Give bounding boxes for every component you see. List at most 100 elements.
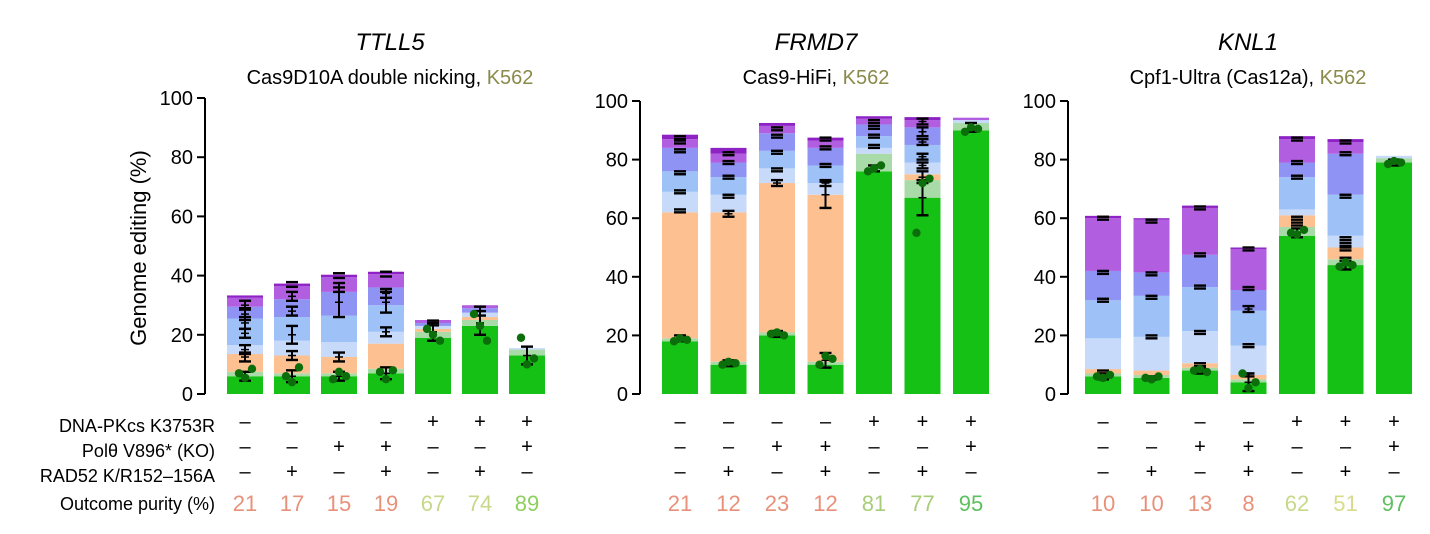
bar-segment: [462, 325, 498, 394]
purity-value: 74: [468, 491, 492, 516]
bar-segment: [807, 147, 844, 166]
bar-segment: [856, 147, 892, 154]
data-point: [422, 324, 432, 334]
bar-segment: [759, 168, 795, 184]
bar-segment: [1085, 300, 1121, 339]
condition-mark: –: [286, 436, 298, 458]
condition-mark: +: [380, 461, 392, 483]
bar-segment: [856, 118, 892, 125]
bar-segment: [1279, 209, 1315, 216]
bar-segment: [368, 343, 404, 369]
bar-segment: [1085, 218, 1121, 271]
y-tick-label: 60: [606, 208, 628, 230]
purity-value: 8: [1242, 491, 1254, 516]
data-point: [1202, 367, 1212, 377]
data-point: [869, 164, 879, 173]
condition-mark: –: [771, 411, 783, 433]
bar-segment: [904, 197, 941, 394]
data-point: [918, 178, 927, 188]
bar-segment: [807, 165, 844, 184]
bar-segment: [710, 162, 747, 178]
bar-segment: [759, 183, 795, 333]
y-tick-label: 0: [617, 384, 628, 406]
condition-mark: +: [820, 436, 832, 458]
condition-mark: +: [965, 436, 977, 458]
bar-segment: [1327, 142, 1364, 154]
condition-mark: –: [1243, 411, 1255, 433]
data-point: [1348, 260, 1357, 270]
y-tick-label: 20: [1034, 325, 1056, 347]
data-point: [821, 351, 830, 361]
bar-segment: [710, 364, 747, 394]
bar-segment: [759, 150, 795, 169]
bar-segment: [1230, 248, 1267, 290]
condition-mark: –: [1146, 411, 1158, 433]
purity-value: 62: [1285, 491, 1309, 516]
y-tick-label: 0: [182, 384, 193, 406]
condition-mark: –: [965, 461, 977, 483]
data-point: [675, 334, 685, 343]
bar-segment: [1085, 376, 1121, 394]
data-point: [1396, 158, 1406, 167]
purity-value: 23: [765, 491, 789, 516]
condition-mark: –: [1388, 461, 1400, 483]
subtitle-method: Cas9D10A double nicking,: [247, 67, 487, 89]
panel-subtitle: Cpf1-Ultra (Cas12a), K562: [1130, 67, 1367, 89]
purity-value: 12: [716, 491, 740, 516]
bar-segment: [710, 212, 747, 362]
data-point: [815, 360, 824, 369]
data-point: [529, 354, 539, 363]
condition-mark: –: [286, 411, 298, 433]
y-axis-label: Genome editing (%): [126, 150, 151, 346]
bar-segment: [807, 140, 844, 148]
bar-segment: [1230, 345, 1267, 375]
bar-segment: [759, 335, 795, 394]
data-point: [381, 375, 391, 384]
condition-mark: +: [1243, 436, 1255, 458]
data-point: [287, 377, 297, 387]
purity-value: 89: [515, 491, 539, 516]
condition-mark: +: [474, 411, 486, 433]
y-tick-label: 0: [1045, 384, 1056, 406]
condition-mark: –: [474, 436, 486, 458]
condition-mark: –: [239, 436, 251, 458]
panels: TTLL5 Cas9D10A double nicking, K562 0 20 40 6…: [160, 29, 1412, 516]
condition-mark: +: [1194, 436, 1206, 458]
bar-segment: [1133, 336, 1170, 371]
data-point: [475, 321, 485, 331]
bar-segment: [1182, 287, 1218, 332]
data-point: [960, 127, 970, 136]
bar-segment: [1327, 247, 1364, 260]
bar-segment: [1279, 162, 1315, 178]
bar-segment: [759, 122, 795, 126]
condition-mark: –: [239, 461, 251, 483]
data-point: [973, 124, 983, 134]
bar-segment: [227, 295, 263, 298]
y-tick-label: 20: [171, 325, 193, 347]
bar-segment: [856, 116, 892, 119]
condition-mark: –: [674, 436, 686, 458]
bar-segment: [1182, 254, 1218, 288]
data-point: [469, 309, 479, 319]
bar-segment: [1279, 139, 1315, 163]
bar-segment: [1085, 270, 1121, 301]
bar-segment: [368, 373, 404, 394]
data-point: [1147, 375, 1156, 384]
condition-mark: –: [674, 411, 686, 433]
condition-mark: –: [521, 461, 533, 483]
bar-segment: [710, 194, 747, 213]
bar-segment: [710, 153, 747, 163]
condition-mark: –: [771, 461, 783, 483]
bar-segment: [1327, 194, 1364, 236]
condition-mark: –: [674, 461, 686, 483]
condition-mark: +: [427, 411, 439, 433]
bar-segment: [1230, 310, 1267, 346]
bar-segment: [662, 191, 698, 213]
bar-segment: [415, 337, 451, 394]
purity-value: 10: [1139, 491, 1163, 516]
bar-segment: [1133, 377, 1170, 394]
bar-segment: [856, 124, 892, 137]
data-point: [779, 331, 789, 340]
y-tick-label: 40: [606, 267, 628, 289]
